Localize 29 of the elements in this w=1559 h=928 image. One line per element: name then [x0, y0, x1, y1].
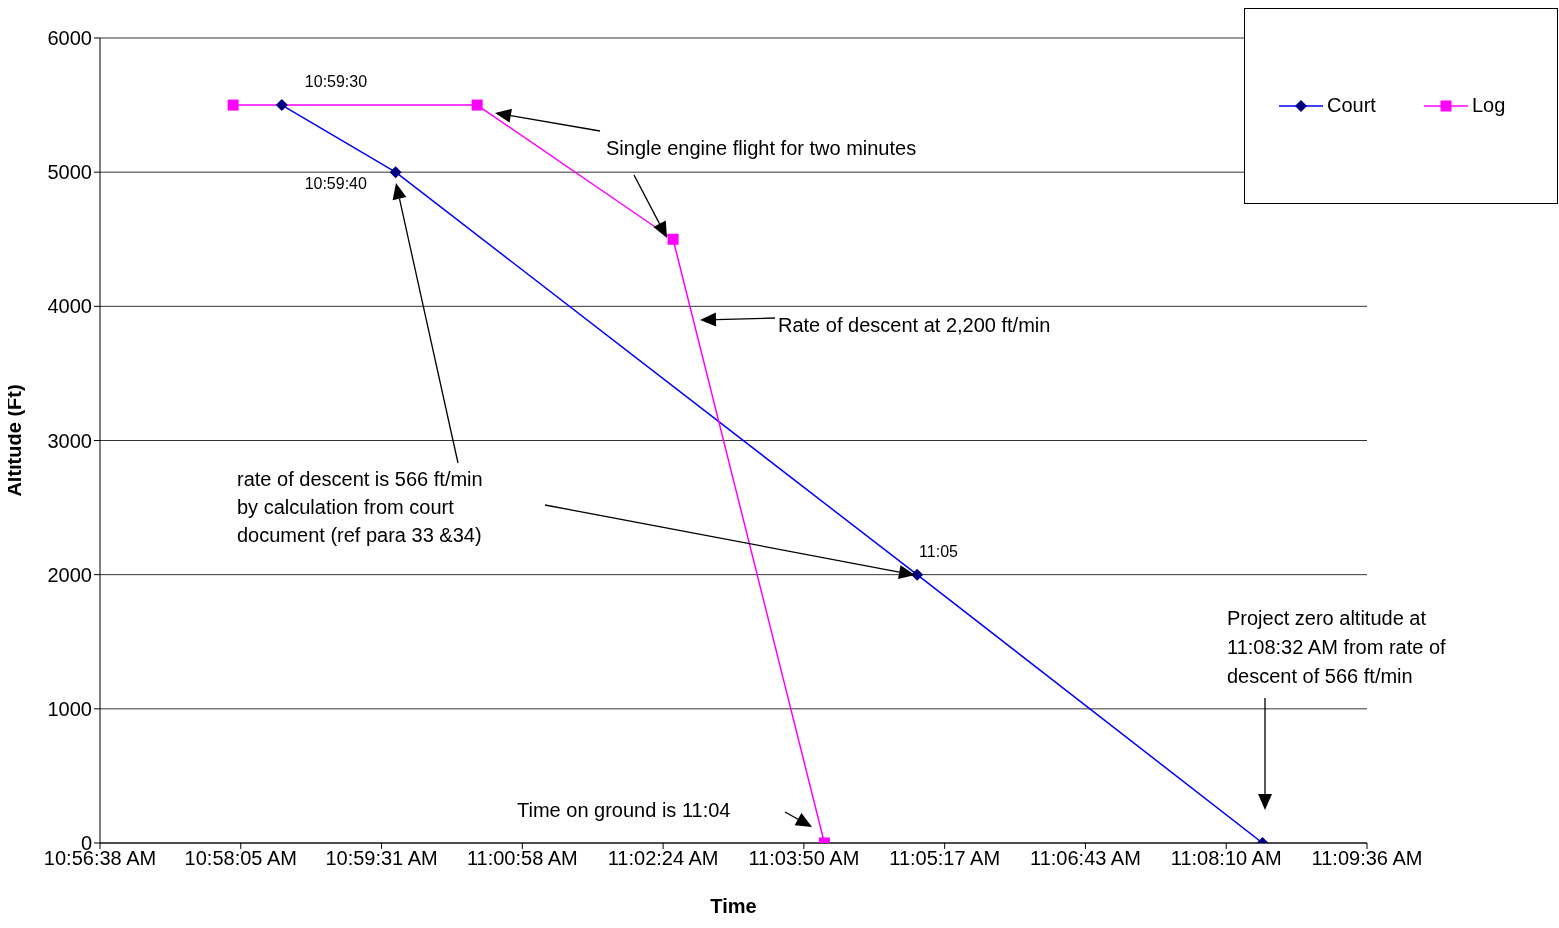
legend-label: Log [1471, 94, 1506, 117]
annotation: Rate of descent at 2,200 ft/min [778, 314, 1051, 336]
y-tick-label: 3000 [47, 429, 92, 452]
x-tick-label: 11:00:58 AM [466, 847, 578, 870]
x-axis-title: Time [710, 895, 757, 917]
x-tick-label: 11:08:10 AM [1170, 847, 1282, 870]
x-tick-label: 11:05:17 AM [889, 847, 1001, 870]
point [667, 233, 679, 245]
annotation: Single engine flight for two minutes [606, 137, 917, 159]
annotation: 11:05 [919, 542, 959, 560]
annotation: rate of descent is 566 ft/min by calculation from court document (ref para 33 &34) [237, 468, 483, 546]
x-tick-label: 11:03:50 AM [748, 847, 860, 870]
point [471, 99, 483, 111]
legend-label: Court [1327, 94, 1376, 117]
annotation: 10:59:30 [304, 73, 368, 91]
x-tick-label: 10:59:31 AM [325, 847, 438, 870]
y-tick-label: 2000 [47, 563, 92, 586]
x-tick-label: 10:58:05 AM [184, 847, 297, 870]
x-tick-label: 11:02:24 AM [607, 847, 719, 870]
x-tick-label: 11:09:36 AM [1311, 847, 1423, 870]
y-tick-label: 5000 [47, 161, 92, 184]
annotation: Time on ground is 11:04 [517, 799, 731, 821]
x-tick-label: 11:06:43 AM [1030, 847, 1141, 870]
y-tick-label: 6000 [47, 27, 92, 50]
y-tick-label: 4000 [47, 295, 92, 318]
annotation: Project zero altitude at 11:08:32 AM from rate of descent of 566 ft/min [1227, 607, 1447, 687]
annotation: 10:59:40 [304, 175, 368, 193]
y-tick-label: 1000 [47, 697, 92, 720]
point [227, 99, 239, 111]
